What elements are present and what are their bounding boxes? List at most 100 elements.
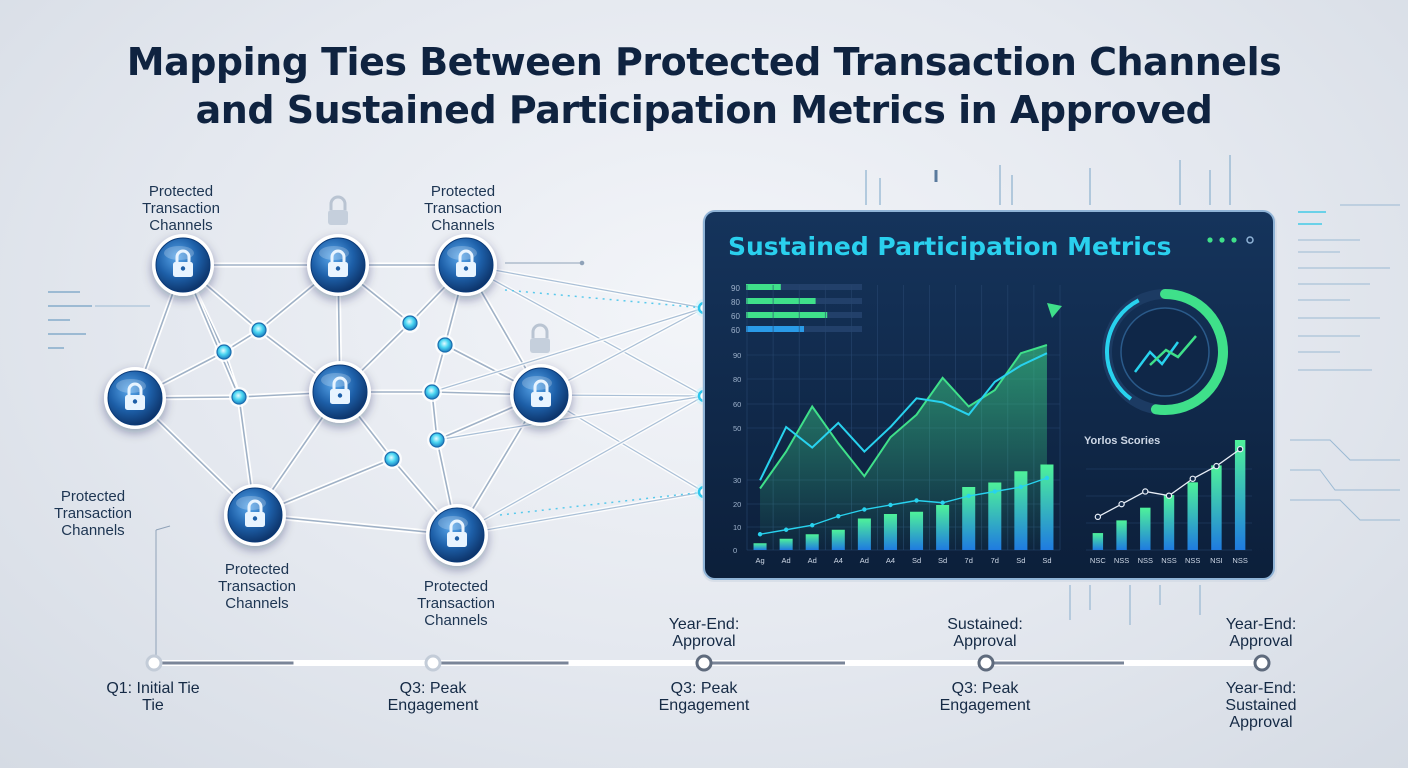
- timeline: [145, 654, 1271, 672]
- y-tick-label: 60: [733, 400, 741, 409]
- bar: [1092, 533, 1104, 550]
- connection-beam: [456, 395, 705, 536]
- x-tick-label: Ad: [808, 556, 817, 565]
- node-label-bottom-left: Protected Transaction Channels: [187, 561, 327, 612]
- lock-shackle: [533, 379, 549, 392]
- timeline-label-below-4: Q3: Peak Engagement: [910, 680, 1060, 714]
- side-chart: NSC NSS NSS NSS NSS NSI NSS: [1086, 440, 1252, 565]
- label-line: Transaction: [417, 595, 495, 612]
- label-line: Q3: Peak: [399, 680, 467, 697]
- channel-node: [426, 504, 488, 566]
- label-line: Channels: [149, 217, 213, 234]
- label-line: Transaction: [424, 200, 502, 217]
- bar: [910, 511, 924, 550]
- lock-keyhole: [337, 393, 343, 398]
- connection-beam: [465, 264, 705, 397]
- label-line: Year-End:: [1225, 680, 1297, 697]
- x-tick-label: 7d: [991, 556, 999, 565]
- y-tick-label: 80: [733, 375, 741, 384]
- series-point: [992, 489, 997, 494]
- x-tick-label: NSS: [1114, 556, 1129, 565]
- label-line: Protected: [423, 578, 489, 595]
- lock-keyhole: [454, 536, 460, 541]
- timeline-label-below-5: Year-End: Sustained Approval: [1186, 680, 1336, 731]
- y-tick-label: 50: [733, 424, 741, 433]
- trend-arrow: [1047, 303, 1062, 318]
- label-line: Protected: [60, 488, 126, 505]
- bar: [857, 518, 871, 550]
- bar: [1163, 495, 1175, 550]
- mini-bar-track: [746, 284, 862, 290]
- x-tick-label: Sd: [1016, 556, 1025, 565]
- x-tick-label: NSS: [1185, 556, 1200, 565]
- x-tick-label: Ag: [755, 556, 764, 565]
- bar: [753, 543, 767, 550]
- bar: [936, 505, 950, 550]
- channel-node: [307, 234, 369, 296]
- lock-icon: [330, 376, 350, 404]
- mini-bar-label: 60: [731, 312, 740, 321]
- junction-node: [231, 389, 247, 405]
- lock-keyhole: [132, 399, 138, 404]
- x-tick-label: 7d: [965, 556, 973, 565]
- gauge-fill: [1150, 289, 1228, 415]
- label-line: Protected: [224, 561, 290, 578]
- x-tick-label: NSC: [1090, 556, 1106, 565]
- series-point: [1018, 484, 1024, 490]
- lock-shackle: [332, 376, 348, 389]
- lock-icon: [173, 249, 193, 277]
- x-tick-label: A4: [886, 556, 895, 565]
- bar: [831, 529, 845, 550]
- timeline-dot: [695, 654, 713, 672]
- lock-shackle: [175, 249, 191, 262]
- decor-left: [48, 291, 150, 349]
- x-tick-label: NSS: [1161, 556, 1176, 565]
- label-line: Transaction: [54, 505, 132, 522]
- network-junctions: [214, 313, 455, 469]
- channel-node: [224, 484, 286, 546]
- callout-lines: [155, 260, 585, 660]
- lock-keyhole: [335, 266, 341, 271]
- label-line: Sustained:: [947, 616, 1023, 633]
- title-line-1: Mapping Ties Between Protected Transacti…: [126, 40, 1282, 84]
- x-tick-label: Ad: [860, 556, 869, 565]
- connection-beam: [456, 491, 705, 536]
- timeline-dot: [977, 654, 995, 672]
- side-chart-title: Yorlos Scories: [1084, 435, 1160, 447]
- timeline-label-above-4: Sustained: Approval: [910, 616, 1060, 650]
- series-point: [836, 514, 841, 519]
- x-tick-label: Sd: [938, 556, 947, 565]
- series-point: [940, 500, 945, 505]
- series-point: [1165, 492, 1173, 499]
- bar: [1140, 507, 1151, 550]
- timeline-label-above-3: Year-End: Approval: [629, 616, 779, 650]
- label-line: Year-End:: [1225, 616, 1297, 633]
- dotted-beam: [504, 289, 705, 309]
- lock-shackle: [449, 519, 465, 532]
- label-line: Engagement: [387, 697, 479, 714]
- series-point: [914, 498, 919, 503]
- junction-node: [384, 451, 400, 467]
- mini-bar-fill: [746, 312, 828, 318]
- series-point: [757, 532, 763, 537]
- dashboard-panel: Sustained Participation Metrics 90 80 60 60…: [702, 210, 1277, 582]
- node-label-left: Protected Transaction Channels: [23, 488, 163, 539]
- channel-nodes: [104, 234, 572, 566]
- lock-shackle: [127, 382, 143, 395]
- connection-beam: [465, 264, 705, 309]
- label-line: Q3: Peak: [670, 680, 738, 697]
- channel-node: [510, 364, 572, 426]
- gauge-accent: [1105, 298, 1140, 401]
- timeline-label-below-3: Q3: Peak Engagement: [629, 680, 779, 714]
- series-point: [1189, 475, 1196, 482]
- timeline-label-below-2: Q3: Peak Engagement: [358, 680, 508, 714]
- node-label-top-mid: Protected Transaction Channels: [393, 183, 533, 234]
- channel-node: [152, 234, 214, 296]
- bar: [805, 534, 819, 550]
- dashboard-title: Sustained Participation Metrics: [728, 232, 1172, 261]
- mini-bar-fill: [746, 326, 804, 332]
- y-tick-label: 90: [733, 351, 741, 360]
- series-line: [759, 352, 1048, 481]
- lock-shackle: [458, 249, 474, 262]
